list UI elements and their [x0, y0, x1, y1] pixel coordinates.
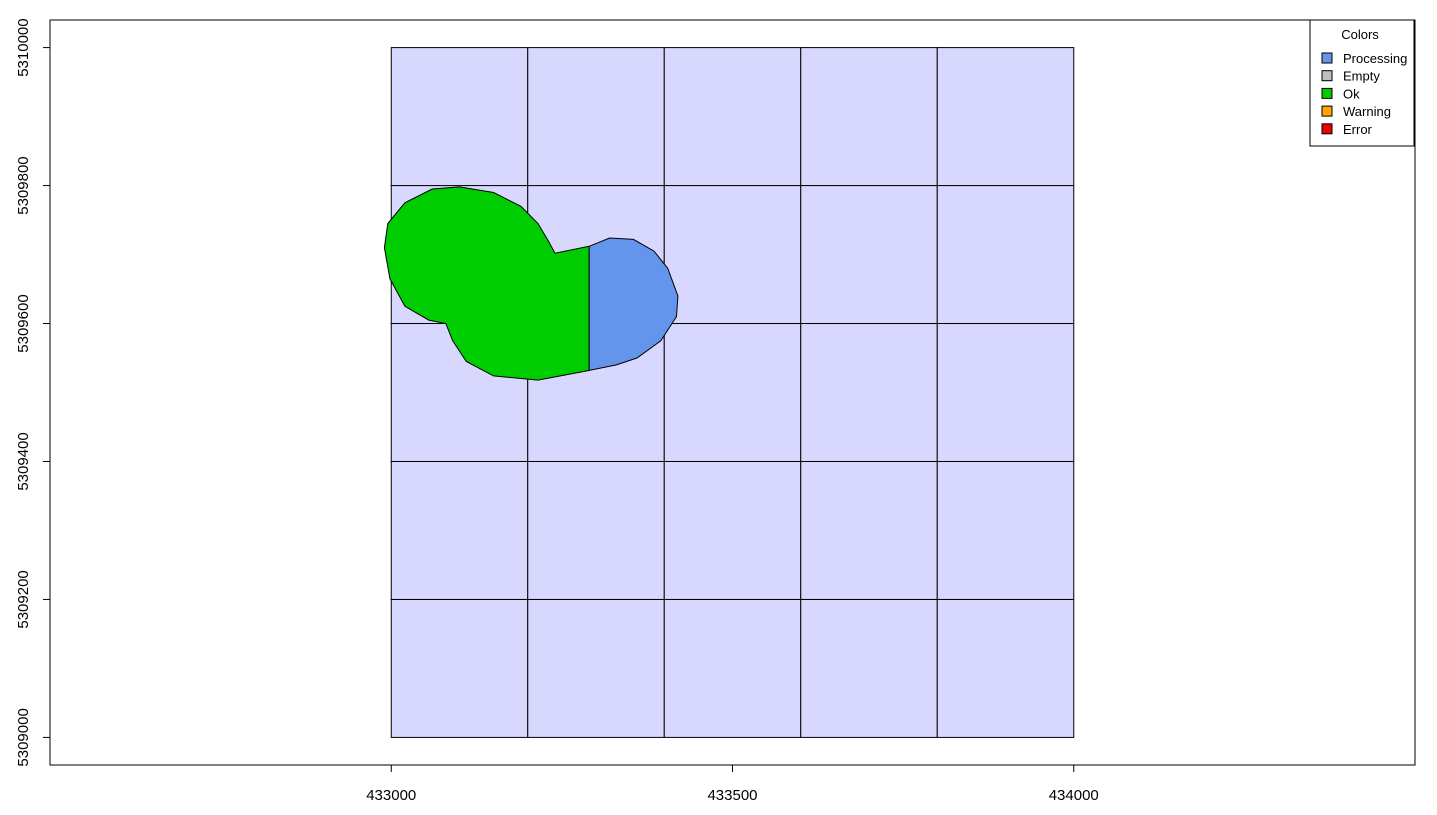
- y-tick-label: 5309800: [15, 156, 32, 214]
- y-tick-label: 5309400: [15, 432, 32, 490]
- grid-tile: [390, 460, 529, 600]
- y-tick-label: 5310000: [15, 18, 32, 76]
- grid-tile: [663, 185, 802, 325]
- y-tick-label: 5309200: [15, 570, 32, 628]
- legend-swatch: [1321, 87, 1333, 99]
- legend-label: Ok: [1343, 86, 1360, 101]
- grid-tile: [800, 185, 938, 325]
- x-tick-label: 433000: [366, 787, 416, 804]
- grid-tile: [800, 460, 938, 600]
- grid-tile: [663, 47, 802, 187]
- grid-tile: [936, 460, 1075, 600]
- grid-tile: [390, 598, 529, 738]
- grid-tile: [390, 47, 529, 187]
- legend-swatch: [1321, 105, 1333, 117]
- legend-swatch: [1321, 70, 1333, 82]
- grid-tile: [663, 323, 802, 462]
- grid-tile: [800, 47, 938, 187]
- grid-tile: [527, 460, 665, 600]
- legend-swatch: [1321, 123, 1333, 135]
- grid-tile: [936, 598, 1075, 738]
- region-ok: [383, 186, 590, 381]
- legend-label: Processing: [1343, 51, 1407, 66]
- y-tick-label: 5309600: [15, 294, 32, 352]
- legend-label: Warning: [1343, 104, 1391, 119]
- legend-label: Error: [1343, 122, 1373, 137]
- grid-tile: [527, 598, 665, 738]
- grid-tile: [936, 47, 1075, 187]
- x-axis: 433000 433500 434000: [366, 764, 1099, 804]
- grid-tile: [527, 47, 665, 187]
- catalog-regions: [383, 186, 679, 381]
- grid-tile: [936, 323, 1075, 462]
- x-tick-label: 433500: [707, 787, 757, 804]
- grid-tile: [936, 185, 1075, 325]
- grid-tile: [663, 460, 802, 600]
- grid-tile: [663, 598, 802, 738]
- y-axis: 5309000 5309200 5309400 5309600 5309800 53100…: [15, 18, 51, 767]
- grid-tile: [800, 598, 938, 738]
- grid-tile: [800, 323, 938, 462]
- region-processing: [588, 237, 679, 372]
- y-tick-label: 5309000: [15, 708, 32, 766]
- tile-grid: [390, 47, 1075, 738]
- legend-label: Empty: [1343, 69, 1380, 84]
- legend-title: Colors: [1341, 27, 1379, 42]
- legend: Colors Processing Empty Ok Warning Error: [1309, 19, 1415, 147]
- x-tick-label: 434000: [1049, 787, 1099, 804]
- legend-swatch: [1321, 52, 1333, 64]
